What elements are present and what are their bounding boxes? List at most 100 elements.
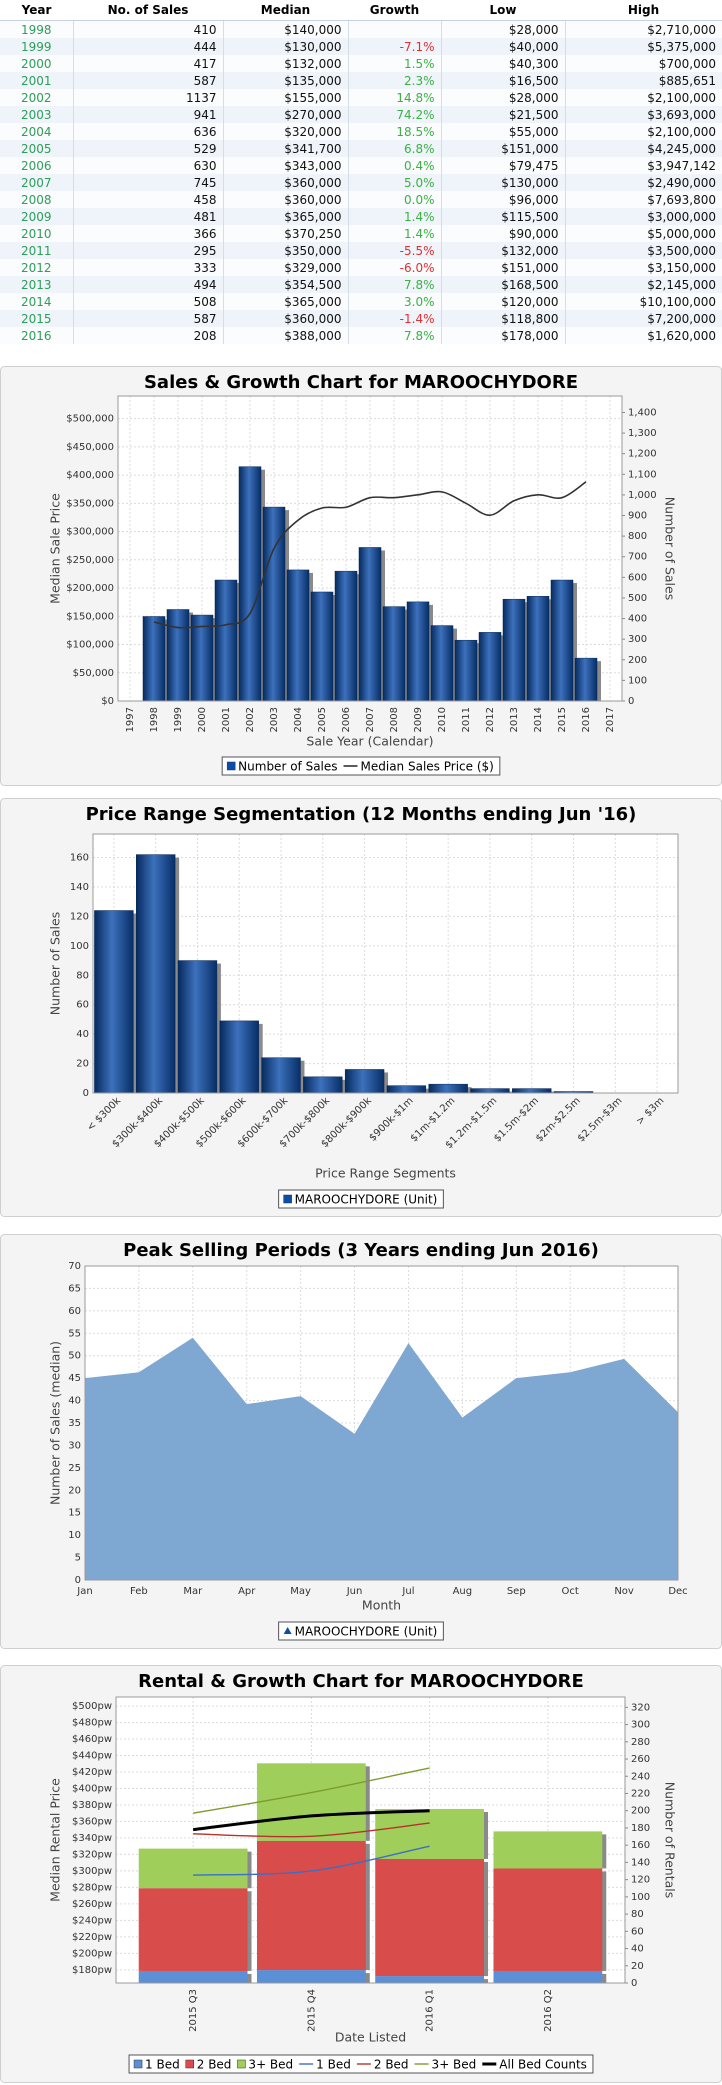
y-tick-label: $0	[101, 696, 114, 707]
year-link[interactable]: 2015	[0, 310, 73, 327]
peak-selling-chart: Peak Selling Periods (3 Years ending Jun…	[0, 1234, 722, 1649]
x-tick-label: 2017	[605, 707, 616, 732]
x-tick-label: 1999	[173, 707, 184, 732]
table-row: 2008 458 $360,000 0.0% $96,000 $7,693,800	[0, 191, 722, 208]
y-tick-label: $440pw	[72, 1751, 112, 1762]
table-cell: $2,490,000	[564, 174, 722, 191]
table-cell: 587	[72, 310, 223, 327]
y-tick-label: $180pw	[72, 1965, 112, 1976]
y-tick-label: $280pw	[72, 1882, 112, 1893]
y-tick-label: $360pw	[72, 1816, 112, 1827]
year-link[interactable]: 2016	[0, 327, 73, 344]
y-tick-label: 140	[70, 882, 89, 893]
y-tick-label: $460pw	[72, 1734, 112, 1745]
bar	[142, 616, 166, 702]
year-link[interactable]: 2011	[0, 242, 73, 259]
table-cell: 14.8%	[347, 89, 441, 106]
legend-label: Median Sales Price ($)	[361, 760, 494, 774]
table-cell	[347, 20, 441, 38]
table-cell: 18.5%	[347, 123, 441, 140]
x-tick-label: 2005	[317, 707, 328, 732]
plot-frame	[84, 1265, 679, 1581]
year-link[interactable]: 2002	[0, 89, 73, 106]
y2-tick-label: 40	[631, 1944, 644, 1955]
year-link[interactable]: 2006	[0, 157, 73, 174]
y2-tick-label: 600	[628, 572, 647, 583]
y2-tick-label: 200	[628, 655, 647, 666]
y2-tick-label: 300	[628, 634, 647, 645]
table-cell: $350,000	[222, 242, 348, 259]
table-cell: $360,000	[222, 174, 348, 191]
column-header: Growth	[348, 0, 441, 21]
year-link[interactable]: 1999	[0, 38, 73, 55]
year-link[interactable]: 2012	[0, 259, 73, 276]
table-cell: 74.2%	[347, 106, 441, 123]
table-cell: $118,800	[440, 310, 565, 327]
table-cell: $270,000	[222, 106, 348, 123]
table-cell: 410	[72, 20, 223, 38]
table-cell: $4,245,000	[564, 140, 722, 157]
bars	[142, 466, 598, 702]
legend-frame	[221, 756, 501, 776]
table-cell: $3,150,000	[564, 259, 722, 276]
y-tick-label: 45	[68, 1373, 81, 1384]
y-tick-label: $400pw	[72, 1783, 112, 1794]
column-header: High	[565, 0, 722, 21]
table-row: 2014 508 $365,000 3.0% $120,000 $10,100,000	[0, 293, 722, 310]
table-cell: $132,000	[222, 55, 348, 72]
table-cell: 529	[72, 140, 223, 157]
x-tick-label: 2002	[245, 707, 256, 732]
line	[192, 1809, 430, 1832]
legend-frame	[278, 1189, 444, 1209]
x-tick-label: 2007	[365, 707, 376, 732]
year-link[interactable]: 2007	[0, 174, 73, 191]
year-link[interactable]: 2005	[0, 140, 73, 157]
year-link[interactable]: 2004	[0, 123, 73, 140]
table-row: 2010 366 $370,250 1.4% $90,000 $5,000,000	[0, 225, 722, 242]
y2-tick-label: 260	[631, 1754, 650, 1765]
y2-tick-label: 160	[631, 1840, 650, 1851]
x-tick-label: 2016 Q1	[425, 1989, 436, 2032]
year-link[interactable]: 2008	[0, 191, 73, 208]
year-link[interactable]: 2003	[0, 106, 73, 123]
bar	[526, 596, 550, 702]
year-link[interactable]: 1998	[0, 20, 73, 38]
y2-tick-label: 220	[631, 1788, 650, 1799]
year-link[interactable]: 2000	[0, 55, 73, 72]
table-cell: $115,500	[440, 208, 565, 225]
y-tick-label: $300,000	[66, 527, 114, 538]
y-tick-label: 160	[70, 853, 89, 864]
table-row: 1998 410 $140,000 $28,000 $2,710,000	[0, 20, 722, 38]
x-tick-label: 2014	[533, 707, 544, 732]
y2-tick-label: 0	[628, 696, 634, 707]
y-tick-label: 40	[68, 1396, 81, 1407]
y-tick-label: 70	[68, 1261, 81, 1272]
y2-tick-label: 320	[631, 1702, 650, 1713]
bar	[493, 1831, 603, 1869]
bar	[286, 569, 310, 702]
year-link[interactable]: 2010	[0, 225, 73, 242]
year-link[interactable]: 2013	[0, 276, 73, 293]
y-tick-label: $500,000	[66, 414, 114, 425]
x-tick-label: 2000	[197, 707, 208, 732]
table-cell: $3,693,000	[564, 106, 722, 123]
bar	[138, 1888, 248, 1971]
table-row: 1999 444 $130,000 -7.1% $40,000 $5,375,000	[0, 38, 722, 55]
bar	[550, 579, 574, 702]
table-cell: $55,000	[440, 123, 565, 140]
line	[193, 1845, 430, 1876]
y2-tick-label: 1,100	[628, 469, 657, 480]
header-row: Year No. of Sales Median Growth Low High	[0, 0, 722, 21]
bar	[512, 1088, 552, 1094]
bar	[502, 598, 526, 702]
legend-swatch	[283, 1627, 292, 1634]
table-cell: 636	[72, 123, 223, 140]
table-cell: $2,100,000	[564, 89, 722, 106]
table-cell: $21,500	[440, 106, 565, 123]
y-tick-label: $450,000	[66, 442, 114, 453]
bar	[375, 1976, 485, 1983]
year-link[interactable]: 2001	[0, 72, 73, 89]
year-link[interactable]: 2009	[0, 208, 73, 225]
year-link[interactable]: 2014	[0, 293, 73, 310]
table-cell: 1.4%	[347, 208, 441, 225]
